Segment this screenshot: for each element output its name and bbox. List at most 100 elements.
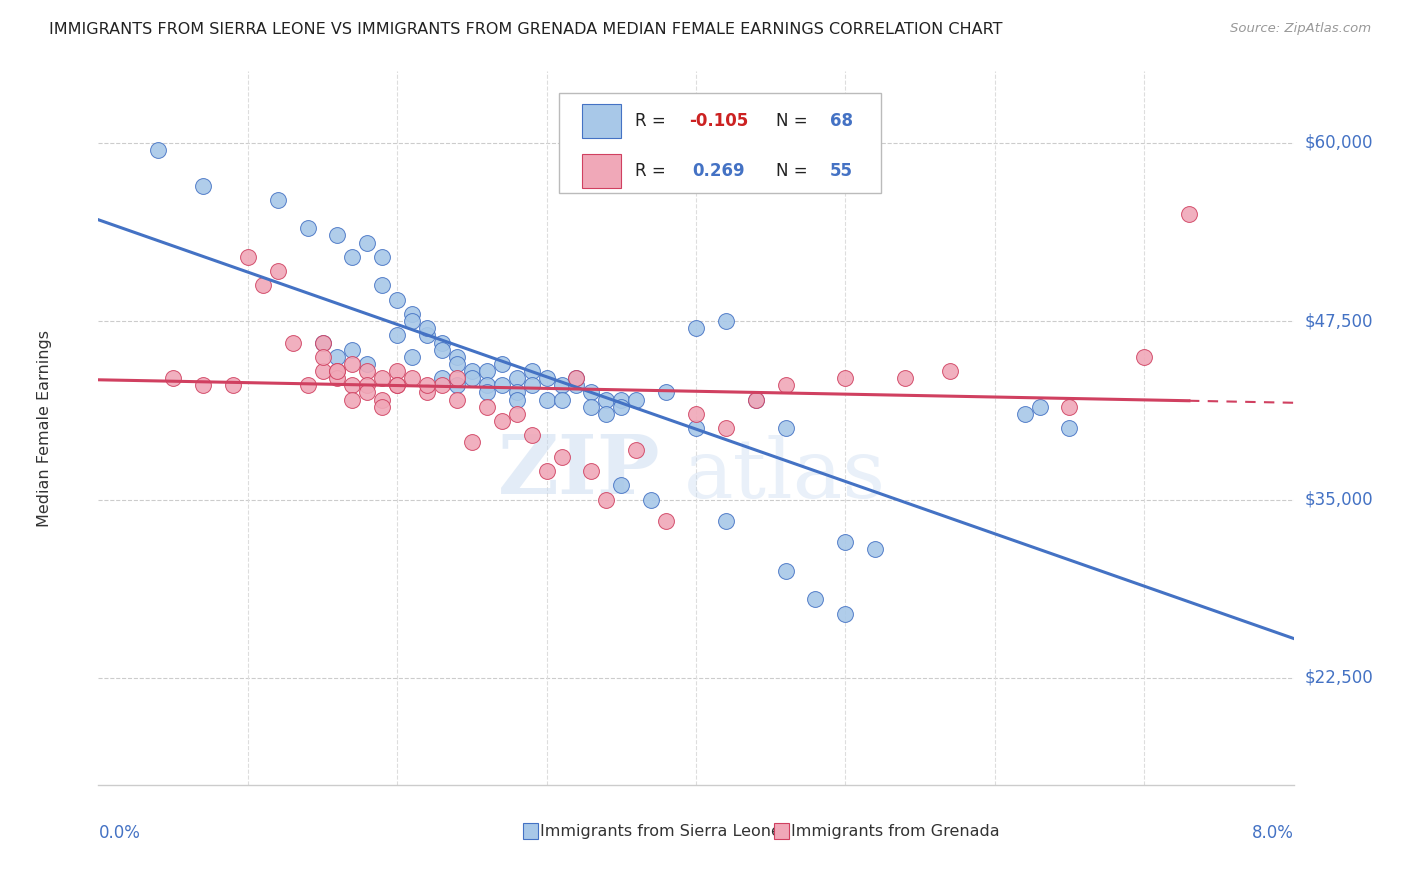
Point <box>894 371 917 385</box>
Text: atlas: atlas <box>685 434 886 515</box>
Point <box>536 392 558 407</box>
Point <box>520 378 543 392</box>
Text: Median Female Earnings: Median Female Earnings <box>37 330 52 526</box>
Point <box>446 392 468 407</box>
Point <box>475 385 498 400</box>
Point <box>581 385 603 400</box>
Point <box>491 414 513 428</box>
Point <box>745 392 768 407</box>
Text: $47,500: $47,500 <box>1305 312 1374 330</box>
Point <box>371 392 394 407</box>
Point <box>640 492 662 507</box>
Point <box>461 435 484 450</box>
Point <box>342 357 364 371</box>
Point <box>745 392 768 407</box>
Text: Immigrants from Grenada: Immigrants from Grenada <box>790 824 1000 838</box>
Point <box>834 371 856 385</box>
Point <box>610 392 633 407</box>
Point <box>326 228 349 243</box>
Point <box>550 392 572 407</box>
Point <box>356 378 378 392</box>
Point <box>506 392 529 407</box>
Point <box>1133 350 1156 364</box>
Point <box>804 592 827 607</box>
Point <box>461 364 484 378</box>
Point <box>267 264 290 278</box>
Point <box>356 357 378 371</box>
Point <box>714 314 737 328</box>
Point <box>626 392 648 407</box>
Text: R =: R = <box>636 162 676 180</box>
Point <box>865 542 887 557</box>
Point <box>685 407 707 421</box>
Point <box>385 378 409 392</box>
Bar <box>523 823 538 839</box>
Point <box>311 364 333 378</box>
Point <box>446 378 468 392</box>
Point <box>252 278 274 293</box>
Point <box>385 364 409 378</box>
Point <box>775 421 797 435</box>
Point <box>506 407 529 421</box>
Point <box>446 357 468 371</box>
Point <box>371 371 394 385</box>
Text: Source: ZipAtlas.com: Source: ZipAtlas.com <box>1230 22 1371 36</box>
Point <box>610 478 633 492</box>
Point <box>1059 400 1081 414</box>
Point <box>356 385 378 400</box>
Point <box>162 371 184 385</box>
Point <box>536 464 558 478</box>
Text: -0.105: -0.105 <box>689 112 748 130</box>
Point <box>491 378 513 392</box>
Point <box>311 350 333 364</box>
Bar <box>773 823 789 839</box>
Point <box>371 278 394 293</box>
Point <box>385 293 409 307</box>
Point <box>191 378 214 392</box>
Point <box>939 364 962 378</box>
Point <box>1178 207 1201 221</box>
Point <box>385 328 409 343</box>
Point <box>550 378 572 392</box>
Text: 55: 55 <box>830 162 853 180</box>
Point <box>595 492 617 507</box>
Point <box>222 378 245 392</box>
Point <box>311 335 333 350</box>
Text: 0.0%: 0.0% <box>98 824 141 842</box>
Point <box>475 378 498 392</box>
Point <box>655 385 678 400</box>
Point <box>430 378 453 392</box>
Point <box>416 321 439 335</box>
Point <box>401 307 423 321</box>
Point <box>401 371 423 385</box>
Point <box>714 421 737 435</box>
Text: R =: R = <box>636 112 671 130</box>
Point <box>326 371 349 385</box>
Point <box>401 350 423 364</box>
Point <box>520 364 543 378</box>
Point <box>581 400 603 414</box>
Text: ZIP: ZIP <box>498 431 661 511</box>
Point <box>342 343 364 357</box>
Point <box>416 385 439 400</box>
Point <box>685 421 707 435</box>
Point <box>191 178 214 193</box>
Point <box>565 371 588 385</box>
Point <box>446 350 468 364</box>
Point <box>267 193 290 207</box>
Point <box>401 314 423 328</box>
Bar <box>582 104 620 138</box>
Point <box>326 350 349 364</box>
Point <box>475 364 498 378</box>
Point <box>610 400 633 414</box>
Text: IMMIGRANTS FROM SIERRA LEONE VS IMMIGRANTS FROM GRENADA MEDIAN FEMALE EARNINGS C: IMMIGRANTS FROM SIERRA LEONE VS IMMIGRAN… <box>49 22 1002 37</box>
Point <box>626 442 648 457</box>
Point <box>416 378 439 392</box>
Point <box>297 221 319 235</box>
Text: 0.269: 0.269 <box>692 162 745 180</box>
Point <box>1059 421 1081 435</box>
Point <box>1014 407 1036 421</box>
Point <box>461 371 484 385</box>
Bar <box>582 154 620 188</box>
Point <box>775 564 797 578</box>
